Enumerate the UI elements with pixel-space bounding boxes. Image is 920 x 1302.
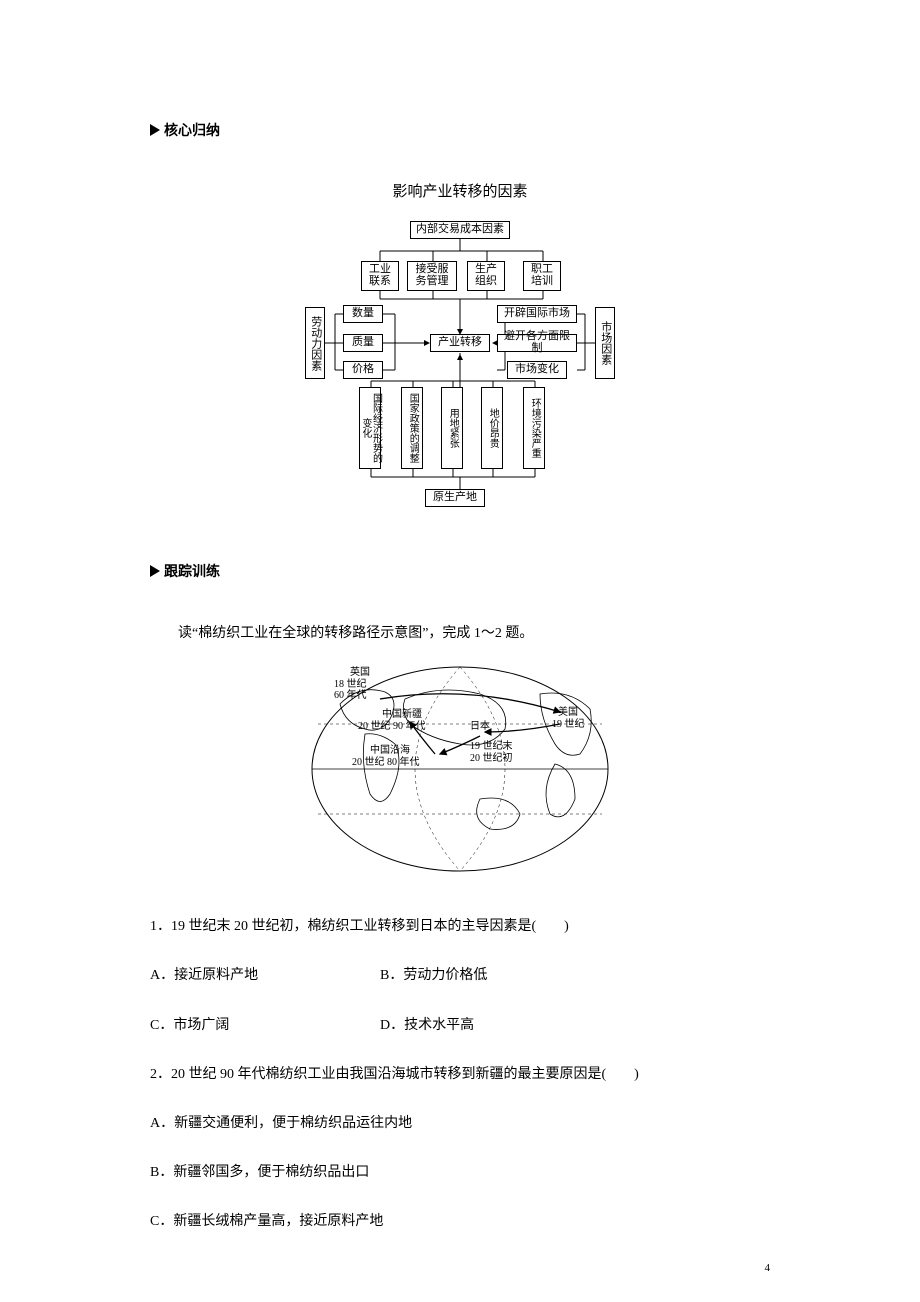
industry-transfer-diagram: 内部交易成本因素 工业 联系 接受服 务管理 生产 组织 职工 培训 劳动力因素… — [295, 221, 625, 521]
map-label-xinjiang: 中国新疆 — [382, 710, 422, 721]
q1-stem: 1．19 世纪末 20 世纪初，棉纺织工业转移到日本的主导因素是( ) — [150, 914, 770, 939]
q1-options-row2: C．市场广阔 D．技术水平高 — [150, 1013, 770, 1038]
q1-option-a: A．接近原料产地 — [150, 963, 380, 988]
section-core-summary: 核心归纳 — [150, 120, 770, 140]
map-label-chinacoast: 中国沿海 — [370, 746, 410, 757]
box-industry-link: 工业 联系 — [361, 261, 399, 291]
box-pollution: 环境污染严重 — [523, 387, 545, 469]
page-number: 4 — [765, 1262, 771, 1274]
box-labor-factor: 劳动力因素 — [305, 307, 325, 379]
q1-option-d: D．技术水平高 — [380, 1013, 474, 1038]
box-origin-place: 原生产地 — [425, 489, 485, 507]
section-followup-practice: 跟踪训练 — [150, 561, 770, 581]
world-transfer-map: 英国 18 世纪 60 年代 中国新疆 20 世纪 90 年代 日本 美国 19… — [310, 664, 610, 874]
box-land-tight: 用地紧张 — [441, 387, 463, 469]
box-center-transfer: 产业转移 — [430, 334, 490, 352]
box-market-factor: 市场因素 — [595, 307, 615, 379]
map-label-japan: 日本 — [470, 722, 490, 733]
q2-stem: 2．20 世纪 90 年代棉纺织工业由我国沿海城市转移到新疆的最主要原因是( ) — [150, 1062, 770, 1087]
diagram-title: 影响产业转移的因素 — [150, 180, 770, 201]
map-label-uk-time: 18 世纪 60 年代 — [334, 680, 367, 701]
q1-options-row1: A．接近原料产地 B．劳动力价格低 — [150, 963, 770, 988]
box-top-cost: 内部交易成本因素 — [410, 221, 510, 239]
section-core-summary-label: 核心归纳 — [164, 120, 220, 140]
box-service-mgmt: 接受服 务管理 — [407, 261, 457, 291]
box-land-price: 地价昂贵 — [481, 387, 503, 469]
q2-option-b: B．新疆邻国多，便于棉纺织品出口 — [150, 1160, 770, 1185]
map-label-japan-time1: 19 世纪末 — [470, 742, 513, 753]
q2-option-a: A．新疆交通便利，便于棉纺织品运往内地 — [150, 1111, 770, 1136]
box-intl-econ: 国际经济形势的变化 — [359, 387, 381, 469]
box-policy-adjust: 国家政策的调整 — [401, 387, 423, 469]
box-labor-quality: 质量 — [343, 334, 383, 352]
box-avoid-limits: 避开各方面限制 — [497, 334, 577, 352]
box-open-intl-market: 开辟国际市场 — [497, 305, 577, 323]
box-labor-qty: 数量 — [343, 305, 383, 323]
q2-option-c: C．新疆长绒棉产量高，接近原料产地 — [150, 1209, 770, 1234]
q1-option-b: B．劳动力价格低 — [380, 963, 487, 988]
box-market-change: 市场变化 — [507, 361, 567, 379]
map-label-japan-time2: 20 世纪初 — [470, 754, 513, 765]
box-worker-training: 职工 培训 — [523, 261, 561, 291]
q1-option-c: C．市场广阔 — [150, 1013, 380, 1038]
map-label-xinjiang-time: 20 世纪 90 年代 — [358, 722, 426, 733]
box-labor-price: 价格 — [343, 361, 383, 379]
map-label-chinacoast-time: 20 世纪 80 年代 — [352, 758, 420, 769]
map-label-us: 美国 — [558, 708, 578, 719]
box-production-org: 生产 组织 — [467, 261, 505, 291]
section-followup-practice-label: 跟踪训练 — [164, 561, 220, 581]
map-label-uk: 英国 — [350, 668, 370, 679]
map-label-us-time: 19 世纪 — [552, 720, 585, 731]
exercise-intro: 读“棉纺织工业在全球的转移路径示意图”，完成 1～2 题。 — [150, 621, 770, 646]
